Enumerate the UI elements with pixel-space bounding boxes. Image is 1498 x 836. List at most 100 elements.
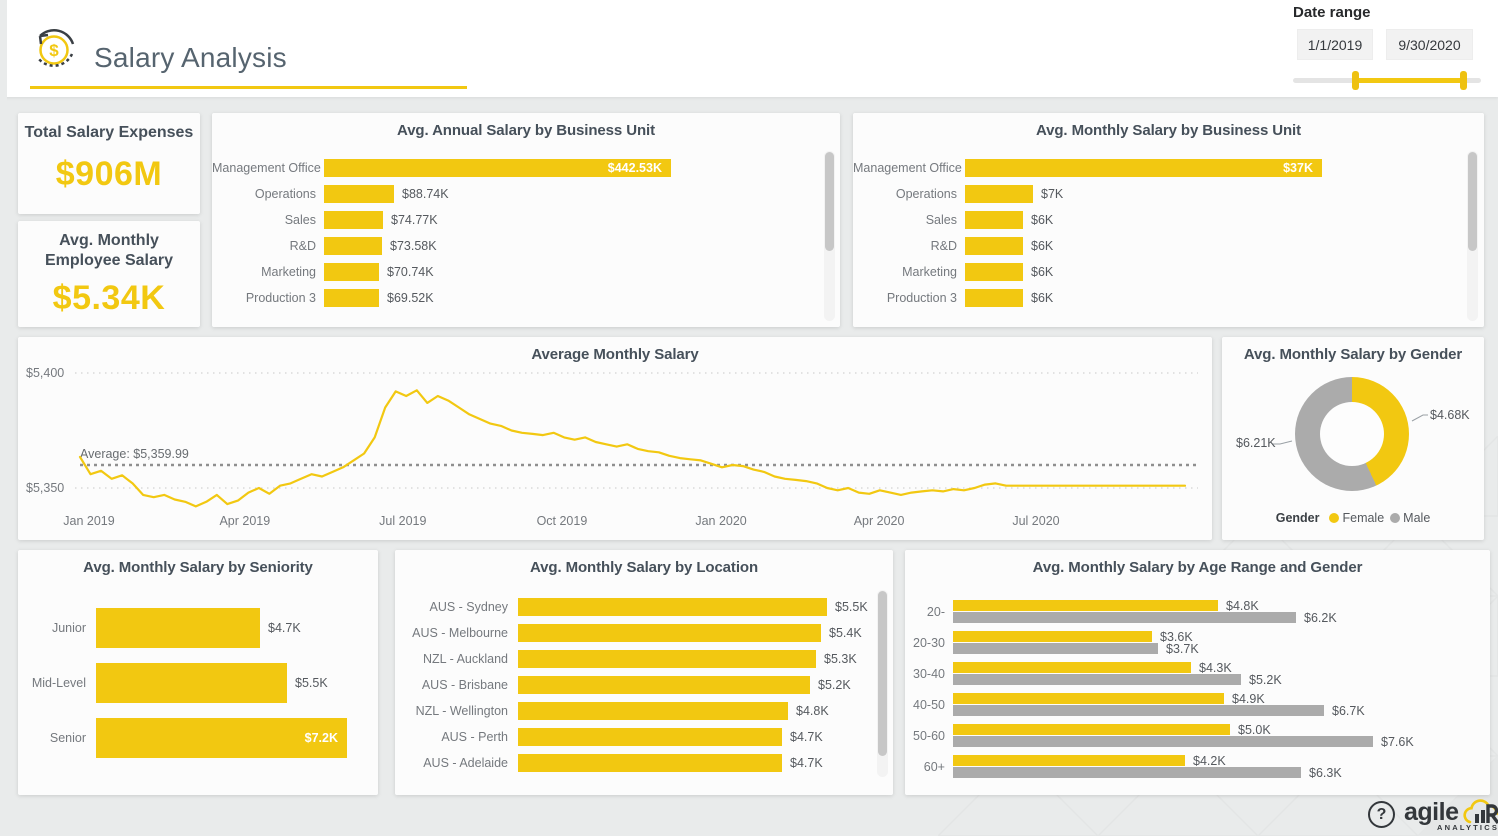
bar-female[interactable] bbox=[953, 662, 1191, 673]
brand-subtitle: ANALYTICS bbox=[1437, 823, 1498, 832]
bar-group: 30-40 $4.3K $5.2K bbox=[905, 661, 1490, 687]
donut-hole bbox=[1320, 402, 1384, 466]
slider-handle-end[interactable] bbox=[1460, 71, 1467, 90]
bar-female[interactable] bbox=[953, 724, 1230, 735]
legend-label: Male bbox=[1403, 511, 1431, 525]
kpi-value: $5.34K bbox=[52, 279, 166, 317]
bar-female[interactable] bbox=[953, 631, 1152, 642]
bar-row: Senior $7.2K bbox=[18, 718, 378, 758]
value-label: $5.5K bbox=[295, 676, 328, 690]
chart-title: Avg. Monthly Salary by Seniority bbox=[83, 559, 313, 576]
bar[interactable] bbox=[965, 211, 1023, 229]
bar-female[interactable] bbox=[953, 600, 1218, 611]
category-label: Marketing bbox=[261, 265, 316, 279]
bar-female[interactable] bbox=[953, 693, 1224, 704]
bar-group: 50-60 $5.0K $7.6K bbox=[905, 723, 1490, 749]
help-button[interactable]: ? bbox=[1368, 801, 1395, 828]
salary-line-series[interactable] bbox=[78, 389, 1187, 508]
line-plot[interactable]: $5,400 $5,350 Average: $5,359.99 Jan 2019 Ap… bbox=[18, 337, 1212, 540]
bar-male[interactable] bbox=[953, 736, 1373, 747]
chart-scrollbar[interactable] bbox=[877, 590, 888, 777]
value-label: $5.4K bbox=[829, 626, 862, 640]
bar-row: AUS - Brisbane $5.2K bbox=[395, 676, 893, 694]
bar[interactable] bbox=[518, 650, 816, 668]
bar[interactable] bbox=[965, 159, 1322, 177]
bar-female[interactable] bbox=[953, 755, 1185, 766]
bar[interactable] bbox=[518, 728, 782, 746]
y-axis-tick: $5,400 bbox=[26, 366, 64, 380]
x-axis-tick: Jan 2019 bbox=[63, 514, 114, 528]
chart-title: Avg. Monthly Salary by Business Unit bbox=[1035, 122, 1302, 139]
bar-row: Junior $4.7K bbox=[18, 608, 378, 648]
bar[interactable] bbox=[965, 289, 1023, 307]
chart-annual-salary-by-business-unit: Avg. Annual Salary by Business Unit Mana… bbox=[212, 113, 840, 327]
value-label: $74.77K bbox=[391, 213, 438, 227]
value-label: $70.74K bbox=[387, 265, 434, 279]
scrollbar-thumb[interactable] bbox=[1468, 152, 1477, 251]
category-label: Management Office bbox=[212, 161, 321, 175]
bar[interactable] bbox=[518, 598, 827, 616]
bar-group: 40-50 $4.9K $6.7K bbox=[905, 692, 1490, 718]
kpi-card-avg-monthly-employee-salary: Avg. Monthly Employee Salary $5.34K bbox=[18, 221, 200, 327]
chart-title: Avg. Monthly Salary by Gender bbox=[1243, 346, 1463, 363]
chart-title: Average Monthly Salary bbox=[531, 346, 699, 363]
bar-male[interactable] bbox=[953, 643, 1158, 654]
slider-selected-range[interactable] bbox=[1355, 78, 1463, 83]
category-label: AUS - Adelaide bbox=[423, 756, 508, 770]
category-label: NZL - Auckland bbox=[423, 652, 508, 666]
bar[interactable] bbox=[518, 754, 782, 772]
bar[interactable] bbox=[324, 185, 394, 203]
bar[interactable] bbox=[324, 263, 379, 281]
scrollbar-thumb[interactable] bbox=[878, 591, 887, 756]
chart-scrollbar[interactable] bbox=[824, 151, 835, 321]
bar[interactable] bbox=[965, 263, 1023, 281]
category-label: 40-50 bbox=[913, 697, 945, 712]
bar[interactable] bbox=[518, 624, 821, 642]
bar[interactable] bbox=[324, 237, 382, 255]
date-range-start-input[interactable]: 1/1/2019 bbox=[1297, 29, 1373, 60]
bar[interactable] bbox=[96, 718, 347, 758]
category-label: Senior bbox=[49, 731, 86, 745]
bar-male[interactable] bbox=[953, 705, 1324, 716]
bar-row: R&D $73.58K bbox=[212, 237, 840, 255]
bar[interactable] bbox=[324, 211, 383, 229]
bar-row: AUS - Sydney $5.5K bbox=[395, 598, 893, 616]
value-label: $6K bbox=[1031, 239, 1054, 253]
bar[interactable] bbox=[518, 676, 810, 694]
category-label: 20-30 bbox=[913, 635, 945, 650]
bar-row: Sales $74.77K bbox=[212, 211, 840, 229]
bar-male[interactable] bbox=[953, 612, 1296, 623]
category-label: AUS - Sydney bbox=[429, 600, 508, 614]
chart-scrollbar[interactable] bbox=[1467, 151, 1478, 321]
date-range-end-input[interactable]: 9/30/2020 bbox=[1386, 29, 1473, 60]
title-underline bbox=[30, 86, 467, 89]
bar[interactable] bbox=[324, 289, 379, 307]
slider-handle-start[interactable] bbox=[1352, 71, 1359, 90]
x-axis-tick: Oct 2019 bbox=[537, 514, 588, 528]
legend-item-male[interactable]: Male bbox=[1390, 511, 1430, 525]
legend-item-female[interactable]: Female bbox=[1329, 511, 1384, 525]
category-label: Sales bbox=[284, 213, 316, 227]
page-title: Salary Analysis bbox=[94, 42, 287, 73]
bar[interactable] bbox=[96, 608, 260, 648]
bar-male[interactable] bbox=[953, 767, 1301, 778]
value-label: $5.2K bbox=[1249, 672, 1282, 687]
category-label: Operations bbox=[895, 187, 957, 201]
bar[interactable] bbox=[518, 702, 788, 720]
value-label: $6.2K bbox=[1304, 610, 1337, 625]
value-label: $5.3K bbox=[824, 652, 857, 666]
bar-male[interactable] bbox=[953, 674, 1241, 685]
bar[interactable] bbox=[965, 185, 1033, 203]
bar[interactable] bbox=[324, 159, 671, 177]
bar[interactable] bbox=[965, 237, 1023, 255]
donut-chart[interactable] bbox=[1295, 377, 1409, 491]
value-label: $69.52K bbox=[387, 291, 434, 305]
bar[interactable] bbox=[96, 663, 287, 703]
date-range-slider[interactable] bbox=[1293, 67, 1485, 91]
category-label: Sales bbox=[925, 213, 957, 227]
scrollbar-thumb[interactable] bbox=[825, 152, 834, 251]
donut-label-male: $6.21K bbox=[1236, 436, 1276, 450]
category-label: Management Office bbox=[853, 161, 962, 175]
chart-monthly-salary-by-location: Avg. Monthly Salary by Location AUS - Sy… bbox=[395, 550, 893, 795]
